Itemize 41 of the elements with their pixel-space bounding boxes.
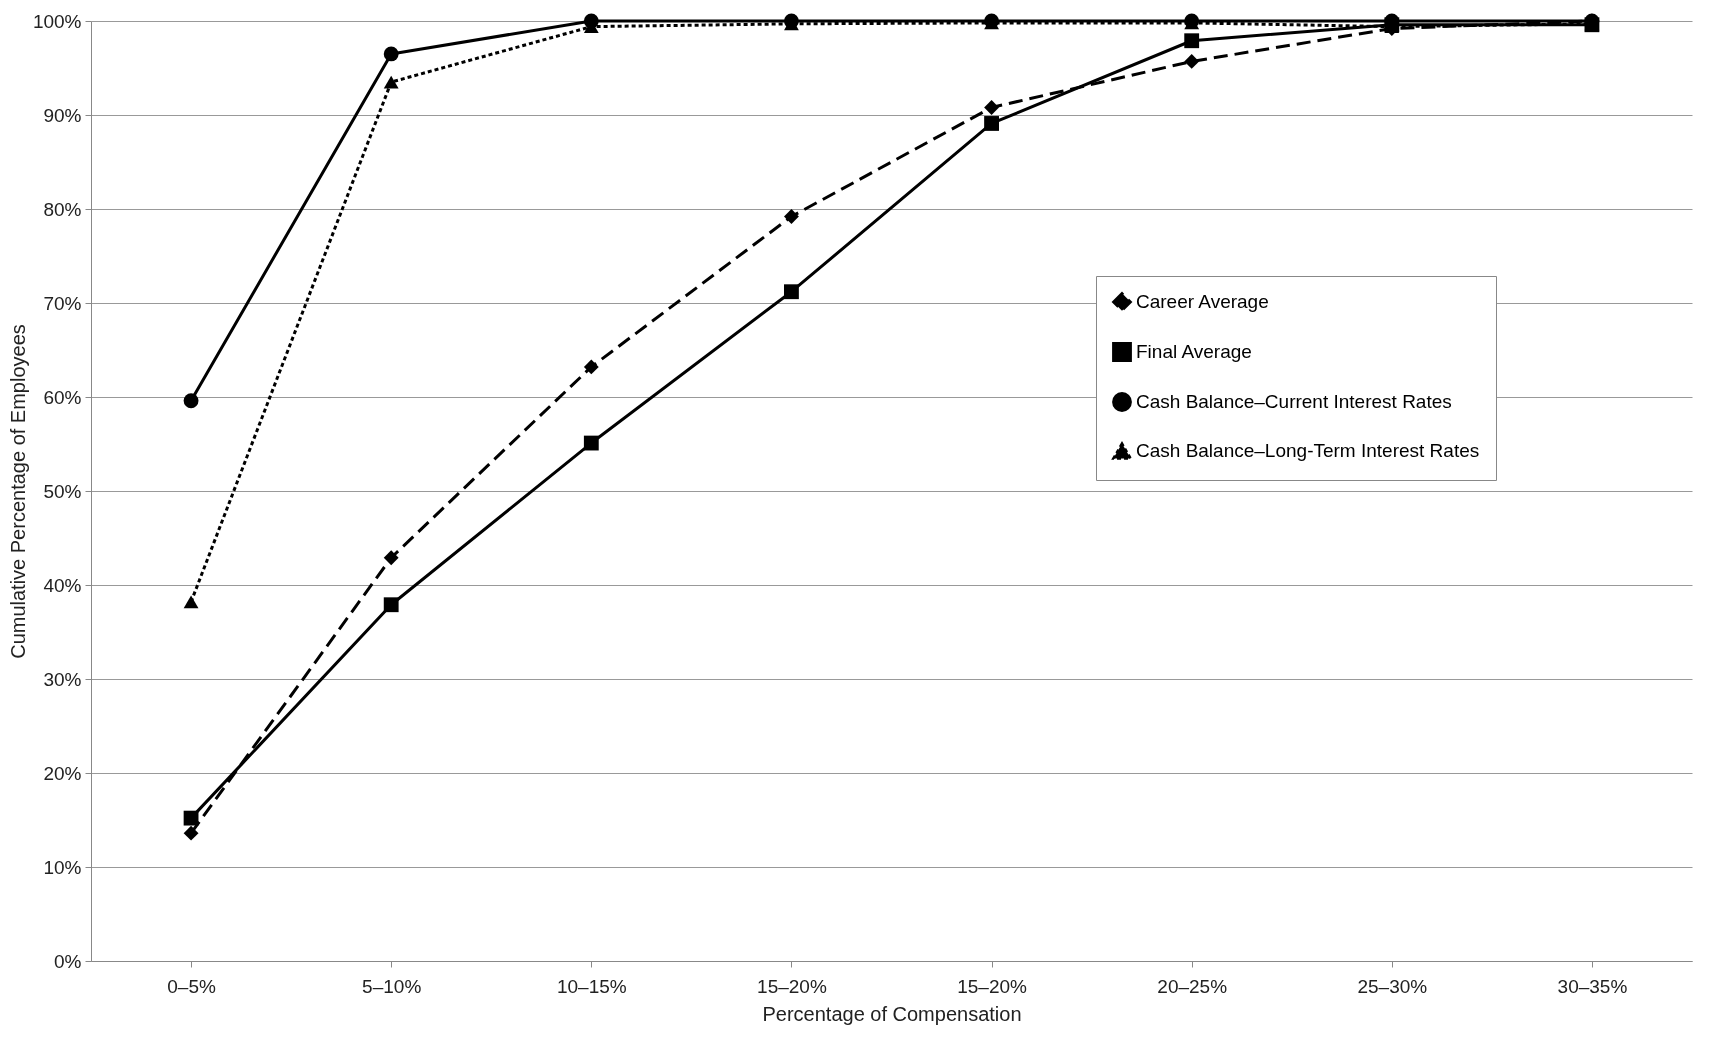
y-tick-label: 90% bbox=[43, 104, 82, 126]
point bbox=[784, 209, 799, 224]
point bbox=[583, 435, 599, 451]
point bbox=[1184, 54, 1200, 69]
y-tick-label: 80% bbox=[43, 198, 82, 220]
point bbox=[1184, 33, 1200, 49]
y-axis-title: Cumulative Percentage of Employees bbox=[6, 324, 29, 659]
x-tick-label: 10–15% bbox=[556, 975, 627, 997]
x-tick-label: 0–5% bbox=[167, 975, 216, 997]
legend-label: Career Average bbox=[1136, 291, 1269, 312]
x-tick-label: 25–30% bbox=[1357, 975, 1428, 997]
y-tick-label: 50% bbox=[43, 480, 82, 502]
y-tick-label: 10% bbox=[43, 856, 82, 878]
point bbox=[984, 116, 999, 131]
point bbox=[383, 550, 399, 566]
y-tick-label: 40% bbox=[43, 574, 82, 596]
legend-label: Final Average bbox=[1136, 341, 1252, 362]
x-tick-label: 30–35% bbox=[1557, 975, 1628, 997]
point bbox=[984, 100, 999, 115]
legend-label: Cash Balance–Current Interest Rates bbox=[1136, 391, 1452, 412]
y-tick-label: 20% bbox=[43, 762, 82, 784]
y-tick-label: 100% bbox=[32, 10, 82, 32]
point bbox=[383, 597, 399, 613]
point bbox=[583, 359, 599, 375]
point bbox=[183, 810, 199, 826]
legend-label: Cash Balance–Long-Term Interest Rates bbox=[1136, 440, 1480, 461]
x-tick-label: 15–20% bbox=[957, 975, 1028, 997]
point bbox=[383, 75, 399, 89]
y-tick-label: 30% bbox=[43, 668, 82, 690]
x-tick-label: 5–10% bbox=[362, 975, 422, 997]
x-axis-title: Percentage of Compensation bbox=[762, 1002, 1022, 1025]
point bbox=[383, 46, 399, 62]
x-tick-label: 20–25% bbox=[1157, 975, 1228, 997]
x-tick-label: 15–20% bbox=[757, 975, 827, 997]
point bbox=[183, 595, 199, 609]
point bbox=[784, 284, 799, 300]
point bbox=[183, 393, 199, 409]
y-tick-label: 0% bbox=[54, 950, 82, 972]
point bbox=[183, 825, 199, 841]
y-tick-label: 70% bbox=[43, 292, 82, 314]
y-tick-label: 60% bbox=[43, 386, 82, 408]
